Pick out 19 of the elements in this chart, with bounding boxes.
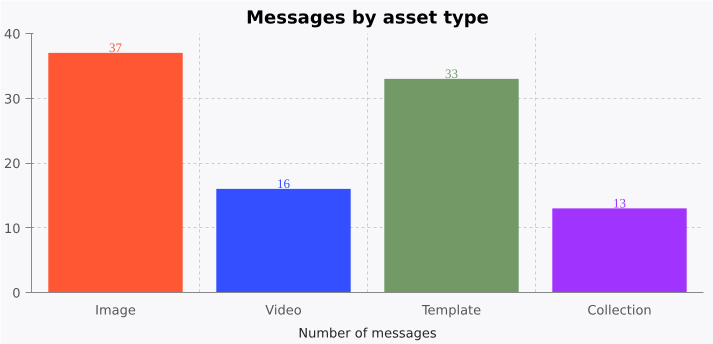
x-axis-title: Number of messages: [298, 326, 437, 342]
y-tick-label: 10: [4, 222, 21, 237]
chart-title: Messages by asset type: [246, 8, 489, 28]
x-tick-label: Image: [95, 304, 136, 318]
bar: [384, 78, 519, 292]
data-label: 37: [109, 40, 122, 55]
data-label: 16: [277, 176, 290, 191]
y-tick-label: 0: [12, 286, 21, 302]
y-tick-label: 20: [4, 157, 21, 172]
y-tick-label: 40: [4, 28, 21, 42]
bar: [48, 52, 183, 292]
x-tick-label: Video: [265, 304, 302, 318]
x-tick-label: Template: [420, 304, 482, 318]
x-tick-label: Collection: [587, 304, 652, 318]
bar: [552, 208, 687, 292]
data-label: 13: [613, 195, 626, 210]
bar: [216, 188, 351, 292]
data-label: 33: [445, 66, 458, 81]
y-tick-label: 30: [4, 92, 21, 108]
